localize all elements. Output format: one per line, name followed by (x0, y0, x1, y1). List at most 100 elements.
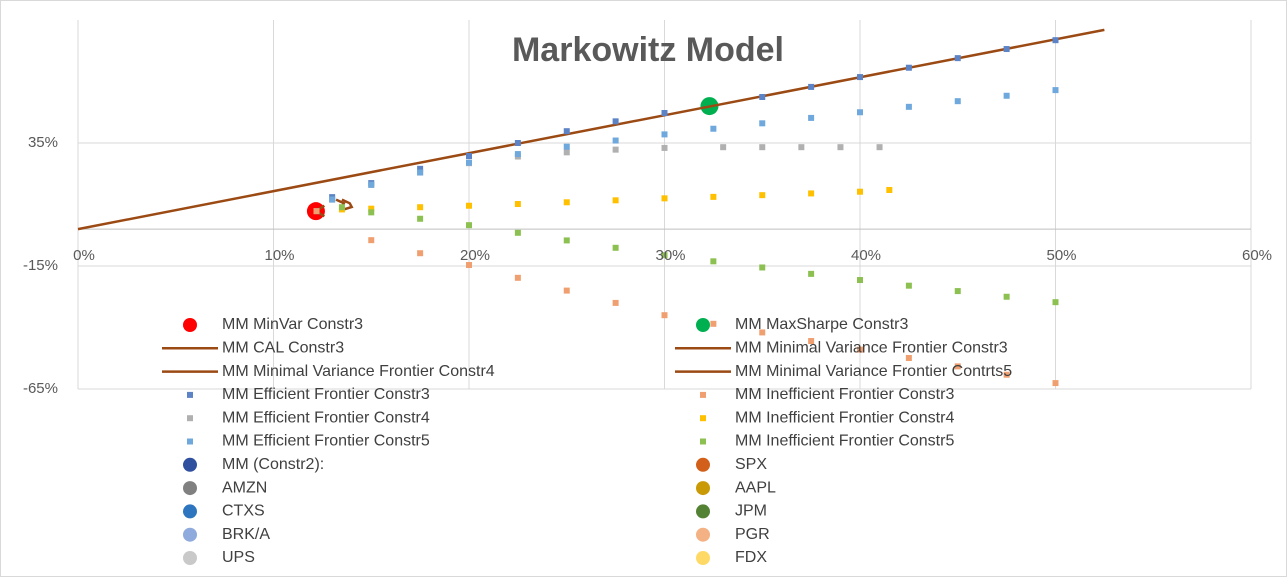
point (1052, 87, 1059, 94)
point (368, 209, 375, 216)
point (808, 270, 815, 277)
legend-label: PGR (735, 526, 770, 543)
point (1003, 293, 1010, 300)
point (954, 363, 961, 370)
point (661, 131, 668, 138)
point (466, 202, 472, 209)
point (1003, 371, 1010, 378)
point (808, 83, 815, 90)
point (808, 190, 815, 197)
point (710, 258, 717, 265)
legend-marker (700, 391, 706, 398)
point (759, 120, 766, 127)
point (857, 109, 863, 116)
y-tick-label: -65% (23, 380, 58, 397)
point (563, 199, 570, 206)
y-tick-label: -15% (23, 257, 58, 274)
point (954, 55, 961, 62)
plot-area (77, 28, 1105, 387)
point (417, 169, 424, 176)
point (661, 109, 668, 116)
point (368, 205, 375, 212)
x-tick-label: 20% (460, 247, 490, 264)
point (466, 159, 472, 166)
point (514, 140, 521, 146)
x-tick-label: 50% (1046, 247, 1076, 264)
point (466, 262, 472, 269)
legend-label: AMZN (222, 479, 267, 496)
x-tick-label: 10% (264, 247, 294, 264)
point (905, 64, 912, 71)
point (368, 237, 375, 244)
point (612, 197, 619, 204)
point (661, 312, 668, 319)
point (710, 193, 717, 200)
point (563, 143, 570, 150)
legend-label: MM Efficient Frontier Constr5 (222, 433, 430, 450)
point (759, 329, 766, 336)
point (1003, 46, 1010, 53)
legend-label: MM Efficient Frontier Constr4 (222, 409, 430, 426)
legend-marker (187, 391, 193, 398)
legend-label: MM Minimal Variance Frontier Constr3 (735, 340, 1008, 357)
point (417, 165, 424, 172)
point (563, 287, 570, 294)
legend-marker (696, 481, 710, 496)
series-line (77, 28, 1105, 231)
legend-label: MM Inefficient Frontier Constr5 (735, 433, 954, 450)
point (313, 208, 320, 215)
legend-label: MM Inefficient Frontier Constr4 (735, 409, 954, 426)
point (1052, 299, 1059, 306)
legend-marker (187, 415, 193, 422)
legend-marker (183, 504, 197, 519)
legend-marker (183, 457, 197, 472)
legend-label: CTXS (222, 503, 265, 520)
point (905, 103, 912, 110)
point (563, 128, 570, 135)
point (661, 252, 668, 259)
legend-marker (183, 551, 197, 565)
point (466, 222, 472, 229)
point (837, 144, 844, 151)
legend-label: MM CAL Constr3 (222, 340, 344, 357)
point (661, 195, 668, 202)
point (368, 181, 375, 188)
point (857, 74, 863, 81)
legend-label: MM Inefficient Frontier Constr3 (735, 386, 954, 403)
y-tick-label: 35% (28, 134, 58, 151)
point (466, 153, 472, 160)
legend-label: BRK/A (222, 526, 270, 543)
point (661, 144, 668, 151)
point (514, 274, 521, 281)
legend-label: MM Minimal Variance Frontier Contrts5 (735, 363, 1012, 380)
legend-label: MM (Constr2): (222, 456, 324, 473)
legend-marker (183, 527, 197, 542)
point (1003, 92, 1010, 99)
point (710, 320, 717, 327)
point (720, 144, 727, 151)
legend-marker (696, 504, 710, 519)
point (857, 277, 863, 284)
point (329, 196, 336, 203)
point (954, 288, 961, 295)
x-tick-label: 0% (73, 247, 95, 264)
point (338, 204, 345, 211)
legend-marker (183, 318, 197, 332)
legend-label: MM Efficient Frontier Constr3 (222, 386, 430, 403)
point (514, 201, 521, 208)
point (857, 188, 863, 195)
point (612, 146, 619, 153)
point (905, 282, 912, 289)
point (876, 144, 883, 151)
legend-label: MM MinVar Constr3 (222, 316, 363, 333)
point (417, 204, 424, 211)
legend-label: MM MaxSharpe Constr3 (735, 316, 908, 333)
point (514, 151, 521, 158)
point (612, 137, 619, 144)
point (514, 229, 521, 236)
grid (77, 20, 1252, 390)
legend-label: AAPL (735, 479, 776, 496)
legend-label: JPM (735, 503, 767, 520)
